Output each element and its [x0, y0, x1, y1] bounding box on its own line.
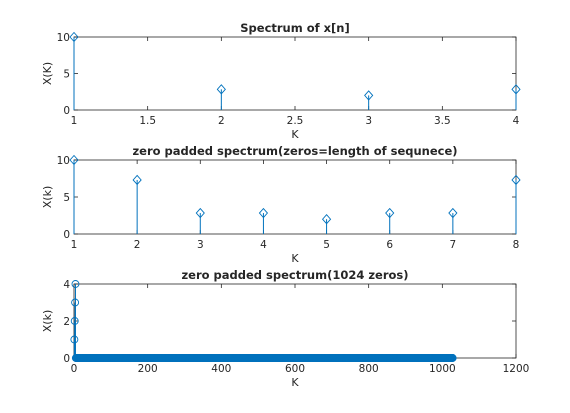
x-tick-label: 600: [285, 363, 305, 375]
y-axis-label: X(K): [41, 62, 54, 85]
x-tick-label: 1000: [429, 363, 456, 375]
subplot-1: Spectrum of x[n] 1 1.5 2 2.5 3 3.5 4 0 5 10 K X(K): [41, 21, 521, 141]
x-axis-label: K: [291, 252, 299, 265]
x-tick-label: 4: [260, 239, 267, 251]
axes-box: [73, 283, 517, 359]
x-axis-label: K: [291, 376, 299, 389]
stem-marker: [195, 207, 205, 219]
zero-sample-marker: [448, 354, 457, 362]
y-tick-label: 2: [63, 316, 70, 328]
y-tick-label: 5: [63, 192, 70, 204]
x-tick-label: 0: [71, 363, 78, 375]
x-tick-label: 800: [359, 363, 379, 375]
x-tick-label: 1.5: [139, 115, 156, 127]
y-tick-label: 0: [63, 105, 70, 117]
x-tick-label: 8: [513, 239, 520, 251]
y-tick-label: 0: [63, 229, 70, 241]
axes-box: [73, 36, 517, 111]
stem-marker: [448, 207, 458, 219]
subplot-2: zero padded spectrum(zeros=length of seq…: [41, 144, 521, 265]
subplot-title: Spectrum of x[n]: [240, 21, 350, 35]
y-tick-label: 5: [63, 69, 70, 81]
x-tick-label: 2.5: [287, 115, 304, 127]
x-tick-label: 200: [138, 363, 158, 375]
x-tick-label: 2: [218, 115, 225, 127]
stem-marker: [321, 214, 332, 225]
stem-marker: [511, 84, 521, 95]
x-tick-label: 7: [450, 239, 457, 251]
x-tick-label: 1200: [503, 363, 530, 375]
x-tick-label: 1: [71, 239, 78, 251]
x-tick-label: 5: [323, 239, 330, 251]
subplot-3: zero padded spectrum(1024 zeros) 0 200 400 6…: [41, 268, 529, 389]
y-tick-label: 10: [57, 32, 70, 44]
stem-marker: [69, 154, 79, 166]
stem-marker: [258, 207, 269, 219]
axes-box: [73, 159, 517, 235]
x-tick-label: 1: [71, 115, 78, 127]
stem-marker: [364, 90, 374, 101]
stem-marker: [385, 207, 395, 219]
stem-marker: [71, 280, 80, 288]
x-tick-label: 4: [513, 115, 520, 127]
x-axis-label: K: [291, 128, 299, 141]
stem-marker: [511, 174, 521, 186]
x-tick-label: 3: [197, 239, 204, 251]
x-tick-label: 3.5: [434, 115, 451, 127]
x-tick-label: 2: [134, 239, 141, 251]
y-axis-label: X(k): [41, 310, 54, 333]
x-tick-label: 6: [386, 239, 393, 251]
stem-marker: [69, 31, 79, 43]
y-tick-label: 10: [57, 155, 70, 167]
zero-sample-markers: [71, 354, 457, 362]
x-tick-label: 400: [211, 363, 231, 375]
y-tick-label: 0: [63, 353, 70, 365]
subplot-title: zero padded spectrum(1024 zeros): [181, 268, 408, 282]
y-axis-label: X(k): [41, 186, 54, 209]
stem-marker: [216, 84, 226, 95]
y-tick-label: 4: [63, 279, 70, 291]
stem-marker: [132, 174, 142, 186]
x-tick-label: 3: [365, 115, 372, 127]
subplot-title: zero padded spectrum(zeros=length of seq…: [132, 144, 457, 158]
